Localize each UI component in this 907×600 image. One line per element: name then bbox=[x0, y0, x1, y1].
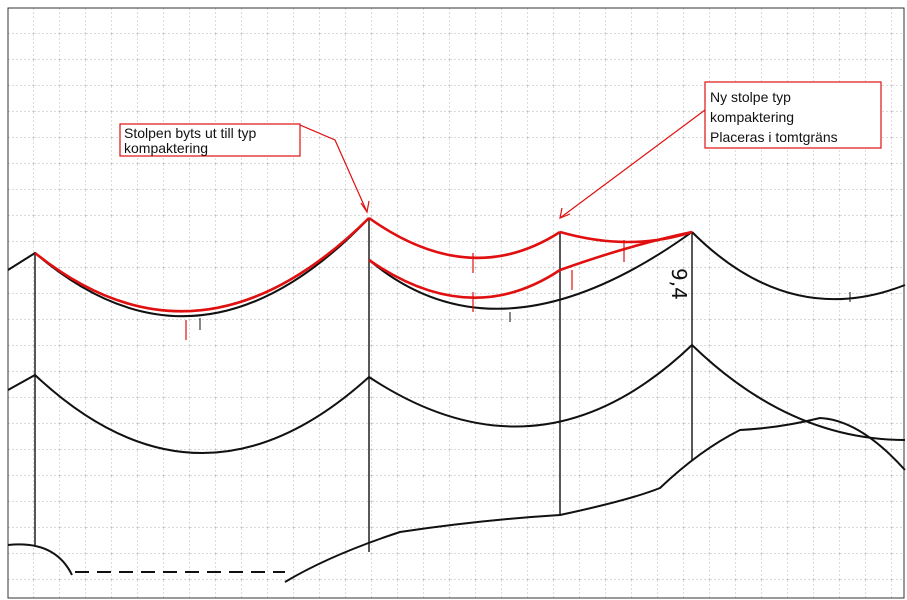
handwritten-label: 9,4 bbox=[667, 268, 691, 300]
annotation-box bbox=[119, 123, 301, 157]
black-wires bbox=[7, 217, 906, 583]
arrows bbox=[299, 109, 706, 219]
annotation-text: Ny stolpe typ bbox=[710, 89, 791, 105]
annotation-2: Ny stolpe typ kompaktering Placeras i to… bbox=[704, 81, 882, 149]
annotation-1: Stolpen byts ut till typ kompaktering bbox=[119, 123, 301, 157]
annotation-text: kompaktering bbox=[124, 140, 208, 156]
annotation-text: kompaktering bbox=[710, 109, 794, 125]
annotation-box bbox=[704, 81, 882, 149]
annotation-text: Stolpen byts ut till typ bbox=[124, 125, 257, 141]
annotation-text: Placeras i tomtgräns bbox=[710, 129, 838, 145]
red-wires bbox=[34, 216, 693, 340]
